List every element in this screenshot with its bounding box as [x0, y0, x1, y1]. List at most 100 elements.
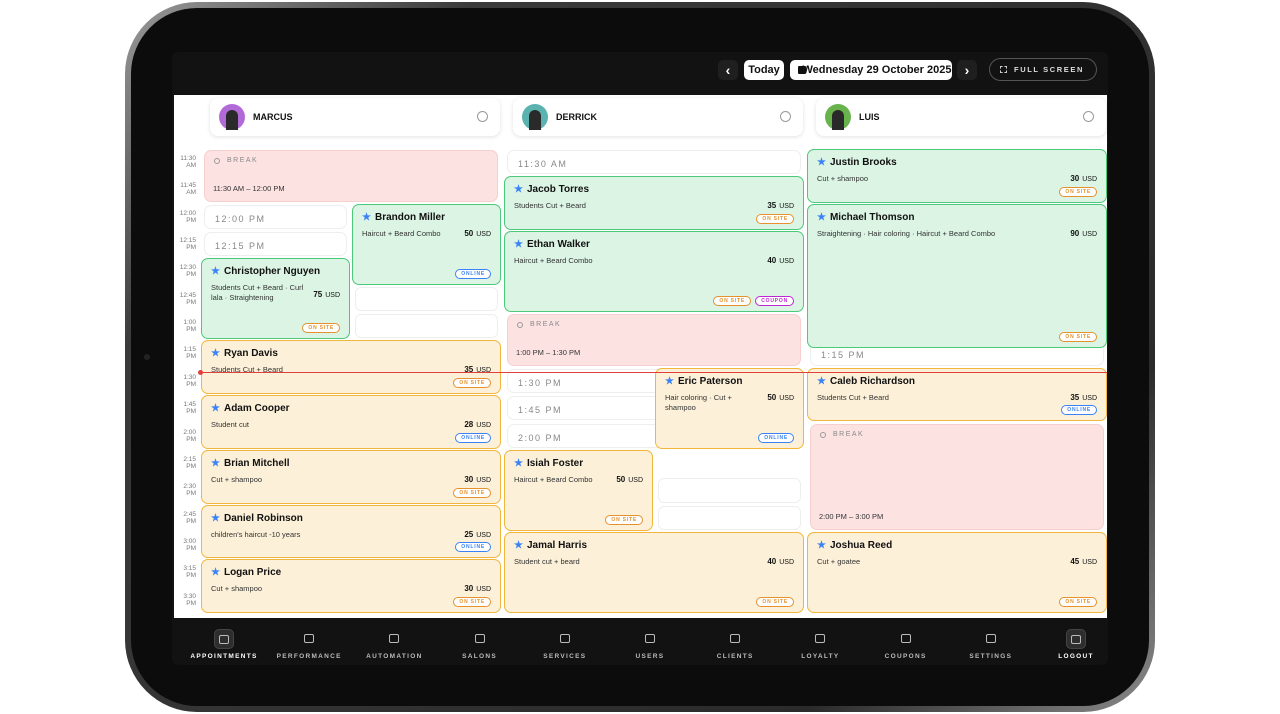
time-slot[interactable]: 12:00 PM	[204, 204, 347, 230]
services: Haircut + Beard Combo	[362, 228, 441, 238]
nav-icon[interactable]	[300, 629, 318, 647]
time-period: PM	[186, 517, 196, 525]
nav-icon[interactable]	[1066, 629, 1086, 649]
nav-icon[interactable]	[726, 629, 744, 647]
client-label: Christopher Nguyen	[223, 266, 321, 278]
appointment[interactable]: ★ Jacob Torres Students Cut + Beard 35 USD ON…	[504, 176, 804, 231]
nav-label[interactable]: SERVICES	[543, 653, 587, 660]
price: 50 USD	[464, 229, 491, 238]
break-time: 11:30 AM – 12:00 PM	[213, 183, 285, 193]
appointment[interactable]: ★ Ethan Walker Haircut + Beard Combo 40 USD C…	[504, 231, 804, 313]
services: Straightening · Hair coloring · Haircut …	[817, 228, 996, 238]
nav-icon[interactable]	[641, 629, 659, 647]
appointment[interactable]: ★ Brandon Miller Haircut + Beard Combo 50 US…	[352, 203, 501, 285]
price: 75 USD	[313, 290, 340, 299]
client-name: ★ Eric Paterson	[665, 376, 742, 387]
time-label: 11:45 AM	[172, 182, 196, 196]
appointment[interactable]: ★ Eric Paterson Hair coloring · Cut + sham…	[655, 367, 804, 449]
nav-label[interactable]: CLIENTS	[716, 653, 754, 660]
nav-icon[interactable]	[214, 629, 234, 649]
nav-icon[interactable]	[556, 629, 574, 647]
time-value: 12:30	[179, 264, 196, 272]
price: 28 USD	[464, 420, 491, 429]
time-period: PM	[186, 271, 196, 279]
staff-name: LUIS	[859, 112, 880, 122]
client-name: ★ Christopher Nguyen	[211, 266, 320, 277]
star-icon: ★	[514, 539, 523, 551]
price-value: 30	[1070, 174, 1080, 183]
nav-label[interactable]: COUPONS	[884, 653, 927, 660]
nav-label[interactable]: LOGOUT	[1058, 653, 1094, 660]
tag: ONLINE	[758, 432, 794, 443]
appointment[interactable]: ★ Justin Brooks Cut + shampoo 30 USD ON SITE	[807, 149, 1107, 203]
current-time-dot	[198, 370, 203, 375]
date-picker[interactable]: Wednesday 29 October 2025	[790, 60, 952, 80]
slot-label: 12:15 PM	[215, 241, 266, 252]
appointment[interactable]: ★ Logan Price Cut + shampoo 30 USD ON SITE	[201, 559, 501, 613]
appointment[interactable]: ★ Christopher Nguyen Students Cut + Beard …	[201, 258, 350, 340]
client-name: ★ Justin Brooks	[817, 157, 897, 168]
time-label: 1:00 PM	[172, 319, 196, 333]
nav-label[interactable]: SETTINGS	[969, 653, 1013, 660]
tag: ON SITE	[1059, 596, 1097, 607]
prev-button[interactable]: ‹	[718, 60, 738, 80]
next-button[interactable]: ›	[957, 60, 977, 80]
nav-icon[interactable]	[471, 629, 489, 647]
time-slot[interactable]: 12:15 PM	[204, 232, 347, 257]
star-icon: ★	[211, 567, 220, 579]
full-screen-button[interactable]: FULL SCREEN	[989, 58, 1097, 81]
nav-icon[interactable]	[385, 629, 403, 647]
currency: USD	[476, 476, 491, 484]
appointment[interactable]: ★ Joshua Reed Cut + goatee 45 USD ON SITE	[807, 531, 1107, 613]
appointment[interactable]: ★ Jamal Harris Student cut + beard 40 USD ON …	[504, 531, 804, 613]
appointment[interactable]: ★ Caleb Richardson Students Cut + Beard 35 U…	[807, 367, 1107, 422]
nav-label[interactable]: PERFORMANCE	[276, 653, 342, 660]
time-value: 2:45	[183, 510, 196, 518]
client-name: ★ Ethan Walker	[514, 239, 590, 250]
nav-label[interactable]: USERS	[635, 653, 665, 660]
empty-slot	[355, 314, 498, 339]
time-period: PM	[186, 572, 196, 580]
services: children's haircut -10 years	[211, 529, 301, 539]
currency: USD	[325, 292, 340, 300]
nav-icon[interactable]	[897, 629, 915, 647]
time-period: PM	[186, 380, 196, 388]
time-value: 3:00	[183, 537, 196, 545]
appointment[interactable]: ★ Brian Mitchell Cut + shampoo 30 USD ON SITE	[201, 449, 501, 504]
nav-icon[interactable]	[811, 629, 829, 647]
nav-label[interactable]: LOYALTY	[801, 653, 840, 660]
nav-label[interactable]: SALONS	[462, 653, 498, 660]
tag: ONLINE	[1061, 405, 1097, 416]
star-icon: ★	[817, 157, 826, 168]
appointment[interactable]: ★ Ryan Davis Students Cut + Beard 35 USD ON S…	[201, 340, 501, 395]
price-value: 50	[767, 392, 777, 402]
star-icon: ★	[211, 348, 220, 360]
time-period: PM	[186, 408, 196, 416]
nav-icon[interactable]	[982, 629, 1000, 647]
nav-glyph	[1071, 634, 1081, 644]
appointment[interactable]: ★ Daniel Robinson children's haircut -10 y…	[201, 504, 501, 559]
appointment[interactable]: ★ Isiah Foster Haircut + Beard Combo 50 USD O…	[504, 449, 653, 531]
nav-label[interactable]: AUTOMATION	[366, 653, 423, 660]
time-value: 1:45	[183, 401, 196, 409]
star-icon: ★	[817, 539, 826, 551]
client-label: Joshua Reed	[829, 539, 893, 551]
client-name: ★ Jamal Harris	[514, 540, 587, 551]
today-button[interactable]: Today	[744, 60, 784, 80]
nav-glyph	[815, 633, 826, 643]
price: 35 USD	[464, 365, 491, 374]
time-slot[interactable]: 11:30 AM	[507, 150, 801, 175]
nav-label[interactable]: APPOINTMENTS	[190, 653, 258, 660]
appointment[interactable]: ★ Adam Cooper Student cut 28 USD ONLINE	[201, 395, 501, 449]
appointment[interactable]: ★ Michael Thomson Straightening · Hair col…	[807, 203, 1107, 348]
nav-glyph	[389, 633, 400, 643]
services: Hair coloring · Cut + shampoo	[665, 392, 732, 412]
client-label: Adam Cooper	[223, 403, 290, 415]
tag: COUPON	[755, 296, 794, 307]
price-value: 40	[767, 256, 777, 266]
price: 30 USD	[1070, 174, 1097, 183]
slot-label: 11:30 AM	[518, 159, 568, 169]
time-period: PM	[186, 216, 196, 224]
price: 50 USD	[616, 475, 643, 484]
